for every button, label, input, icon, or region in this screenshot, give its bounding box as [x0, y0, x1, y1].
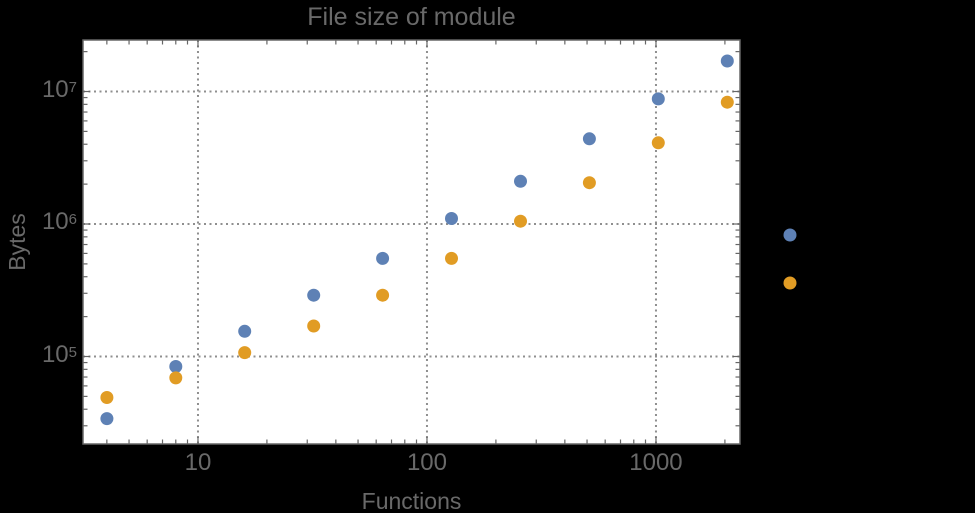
- plot-frame: [82, 39, 741, 445]
- x-tick-label: 1000: [629, 449, 683, 476]
- y-tick-label: 10 6: [41, 208, 77, 235]
- data-point-series-orange: [376, 288, 390, 302]
- data-point-series-blue: [307, 288, 321, 302]
- plot-background: [83, 40, 740, 444]
- data-point-series-orange: [720, 95, 734, 109]
- data-point-series-orange: [169, 371, 183, 385]
- data-point-series-blue: [720, 54, 734, 68]
- data-point-series-blue: [514, 174, 527, 188]
- y-tick-label: 10 7: [41, 75, 77, 103]
- data-point-series-orange: [307, 319, 321, 333]
- legend-marker: [783, 276, 797, 290]
- data-point-series-orange: [100, 391, 114, 404]
- x-tick-label: 10: [184, 449, 212, 476]
- data-point-series-blue: [376, 251, 390, 265]
- data-point-series-orange: [238, 346, 252, 360]
- data-point-series-orange: [514, 214, 527, 228]
- data-point-series-orange: [445, 251, 458, 265]
- data-point-series-blue: [651, 92, 665, 106]
- data-point-series-blue: [100, 412, 114, 426]
- y-tick-label: 10 5: [41, 340, 77, 368]
- x-axis-label: Functions: [361, 488, 462, 513]
- data-point-series-blue: [238, 324, 252, 338]
- legend-marker: [783, 228, 797, 242]
- chart-title: File size of module: [307, 3, 516, 31]
- data-point-series-orange: [582, 176, 596, 190]
- data-point-series-orange: [651, 136, 665, 150]
- data-point-series-blue: [445, 212, 458, 225]
- data-point-series-blue: [169, 360, 183, 373]
- x-tick-label: 100: [406, 449, 447, 476]
- data-point-series-blue: [582, 132, 596, 146]
- y-axis-label: Bytes: [4, 213, 30, 271]
